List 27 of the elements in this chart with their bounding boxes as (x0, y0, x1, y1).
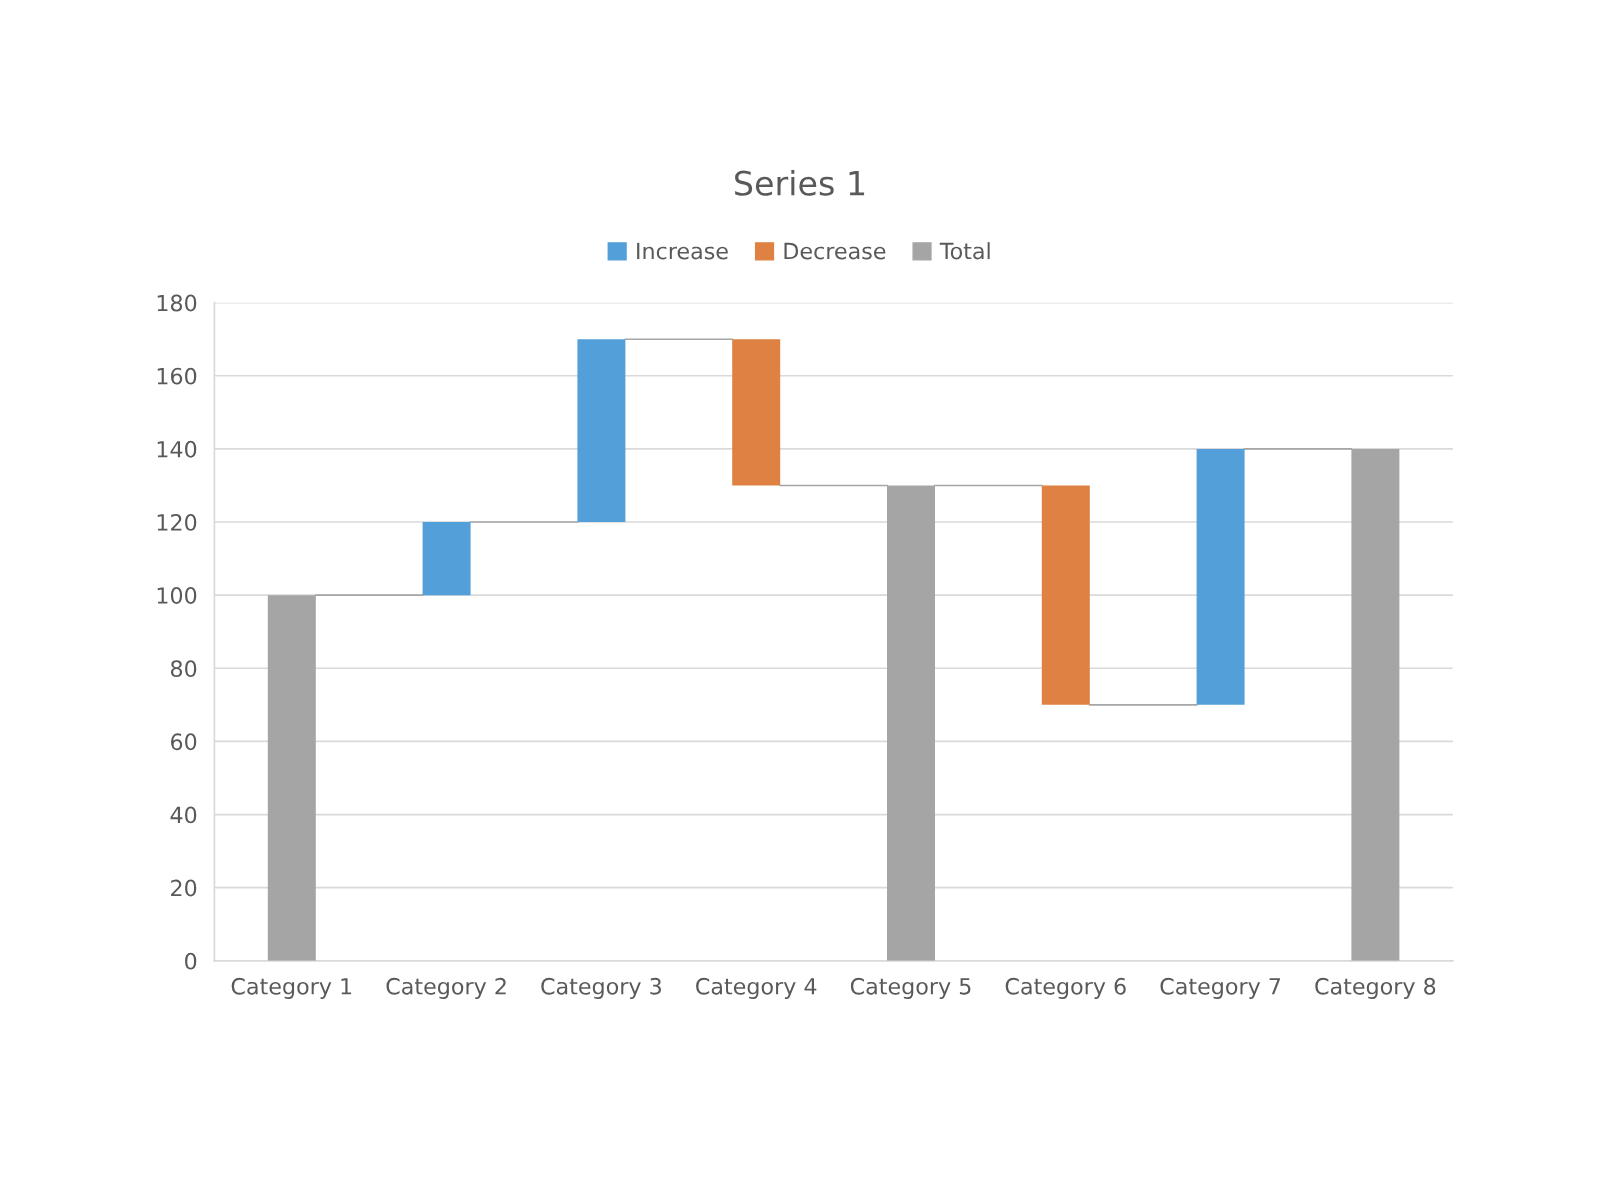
y-tick-label: 80 (170, 660, 197, 678)
y-tick-label: 40 (170, 806, 197, 824)
x-tick-label: Category 1 (231, 977, 352, 999)
y-tick-label: 20 (171, 879, 197, 897)
bar (1041, 485, 1090, 705)
x-tick-label: Category 8 (1315, 977, 1436, 999)
y-tick-label: 100 (157, 587, 197, 604)
y-tick-label: 60 (171, 733, 197, 751)
x-tick-label: Category 7 (1160, 977, 1281, 999)
bar (1196, 448, 1245, 705)
x-tick-label: Category 4 (696, 977, 817, 999)
bar (577, 339, 626, 523)
legend-label: Decrease (784, 242, 886, 260)
legend-label: Increase (637, 242, 728, 260)
x-tick-label: Category 6 (1005, 977, 1126, 999)
bar (422, 522, 471, 596)
legend-label: Total (939, 242, 990, 260)
y-tick-label: 180 (157, 294, 197, 312)
y-tick-label: 120 (157, 513, 197, 531)
y-tick-label: 0 (185, 952, 197, 970)
x-tick-label: Category 3 (541, 977, 661, 999)
y-tick-label: 140 (157, 440, 197, 458)
bar (732, 339, 781, 486)
chart-title: Series 1 (735, 170, 865, 196)
x-tick-label: Category 5 (850, 977, 971, 999)
y-tick-label: 160 (157, 367, 197, 385)
x-tick-label: Category 2 (386, 977, 506, 999)
